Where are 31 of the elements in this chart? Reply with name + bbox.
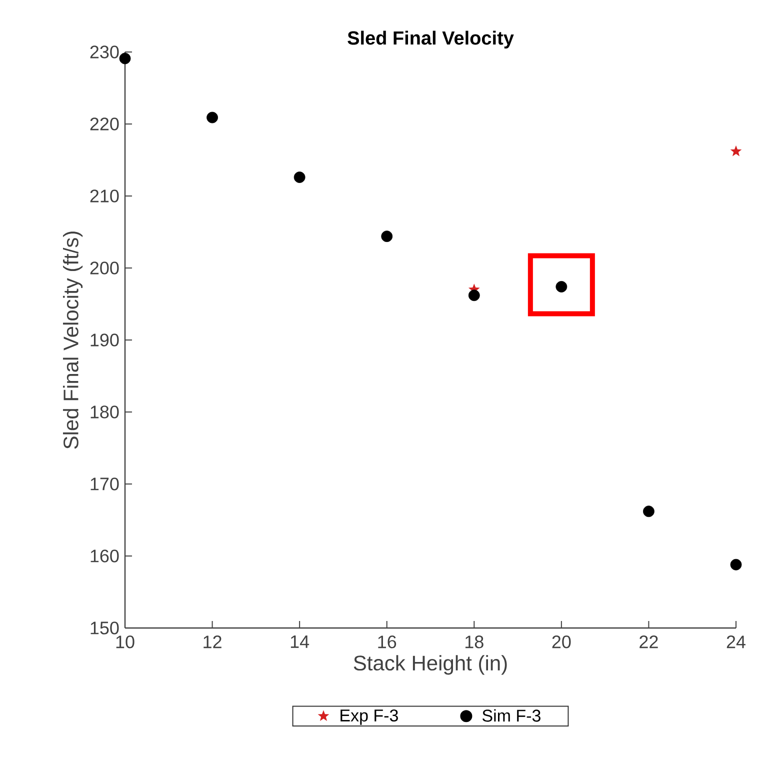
x-tick-label: 24 <box>726 636 746 648</box>
point <box>206 112 218 124</box>
legend-label: Sim F-3 <box>482 709 540 722</box>
x-tick-label: 12 <box>204 636 222 648</box>
x-tick-label: 16 <box>378 636 396 648</box>
y-axis-title: Sled Final Velocity (ft/s) <box>63 232 83 449</box>
point <box>556 281 568 292</box>
x-tick-label: 10 <box>116 636 134 648</box>
chart-title: Sled Final Velocity <box>348 30 514 48</box>
point <box>381 230 393 242</box>
point <box>468 290 480 302</box>
y-tick-label: 190 <box>90 334 119 346</box>
y-tick-label: 150 <box>90 622 119 634</box>
point <box>119 52 131 64</box>
x-tick-label: 22 <box>640 636 658 648</box>
y-tick-label: 200 <box>90 262 119 274</box>
x-tick-label: 18 <box>465 636 484 648</box>
x-tick-label: 20 <box>552 636 571 648</box>
y-tick-label: 180 <box>90 406 119 418</box>
x-axis-title: Stack Height (in) <box>354 655 507 675</box>
y-tick-label: 230 <box>90 46 119 58</box>
legend-label: Exp F-3 <box>340 709 398 725</box>
point <box>730 558 742 570</box>
y-tick-label: 210 <box>90 190 119 202</box>
x-tick-label: 14 <box>290 636 310 648</box>
point <box>294 172 306 183</box>
y-tick-label: 220 <box>90 118 119 130</box>
y-tick-label: 160 <box>90 550 119 562</box>
point <box>730 145 742 156</box>
point <box>643 506 654 518</box>
y-tick-label: 170 <box>90 478 119 490</box>
